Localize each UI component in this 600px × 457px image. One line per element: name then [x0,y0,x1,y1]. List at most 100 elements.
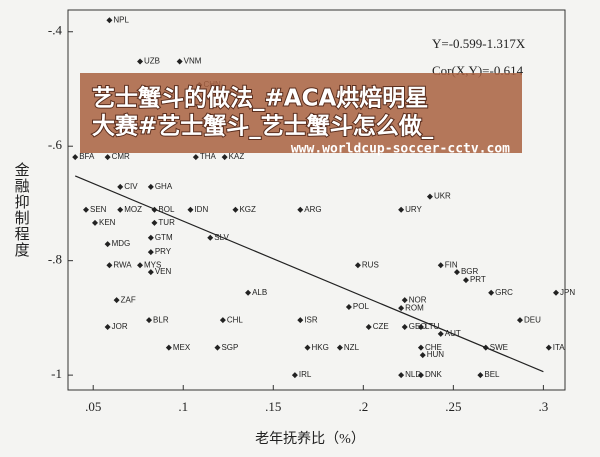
point [192,154,199,161]
point-label: FIN [445,260,458,269]
point-label: GRC [495,288,513,297]
point-label: PRY [155,247,172,256]
point-label: NLD [405,370,421,379]
point [437,262,444,269]
point-label: MDG [112,239,131,248]
point [477,372,484,379]
point-label: MOZ [124,205,142,214]
point [552,289,559,296]
point-label: HKG [311,343,328,352]
y-tick-label: -1 [51,366,62,381]
point [345,304,352,311]
point-label: KGZ [239,205,256,214]
point-label: ITA [553,343,566,352]
point [232,206,239,213]
point-label: CHL [227,315,244,324]
point [221,154,228,161]
point-label: JPN [560,288,575,297]
point-label: NPL [113,15,129,24]
banner-line: 艺士蟹斗的做法_#ACA烘焙明星 [92,85,428,112]
point [291,372,298,379]
point-label: CZE [373,322,389,331]
y-tick-label: -.4 [48,23,63,38]
point [453,269,460,276]
point [398,206,405,213]
point [398,305,405,312]
point [146,317,153,324]
point-label: BLR [153,315,169,324]
point-label: POL [353,302,370,311]
point-label: IDN [194,205,208,214]
point [401,324,408,331]
point-label: SWE [490,343,508,352]
point [437,330,444,337]
point [354,262,361,269]
point-label: BOL [158,205,175,214]
point-label: TUR [158,218,175,227]
y-tick-label: -.6 [48,137,63,152]
point-label: CIV [124,182,138,191]
point-label: MEX [173,343,191,352]
point-label: CMR [112,152,130,161]
point [117,183,124,190]
point-label: ROM [405,303,424,312]
point-label: HUN [427,350,445,359]
point-label: IRL [299,370,312,379]
point-label: SGP [221,343,238,352]
banner-url: www.worldcup-soccer-cctv.com [291,142,510,157]
point-label: UZB [144,57,160,66]
point [214,344,221,351]
point-label: NZL [344,343,360,352]
point-label: RUS [362,260,379,269]
point [219,317,226,324]
point-label: ALB [252,288,267,297]
point [165,344,172,351]
banner-line: 大赛#艺士蟹斗_艺士蟹斗怎么做_ [92,113,434,140]
point [106,262,113,269]
point [304,344,311,351]
fit-line [74,175,544,373]
point-label: UKR [434,192,451,201]
point [297,206,304,213]
x-tick-label: .25 [445,399,461,414]
x-tick-label: .3 [539,399,549,414]
point [104,324,111,331]
point [147,234,154,241]
point-label: GTM [155,233,173,242]
point [516,317,523,324]
point-label: PRT [470,275,486,284]
point [417,324,424,331]
point [92,219,99,226]
point [207,234,214,241]
point [151,219,158,226]
x-tick-label: .05 [85,399,101,414]
point [365,324,372,331]
point-label: GEO [409,322,427,331]
point [401,297,408,304]
point [113,297,120,304]
point-label: NOR [409,295,427,304]
point [137,262,144,269]
point [419,352,426,359]
point [417,372,424,379]
point [104,241,111,248]
point-label: DEU [524,315,541,324]
y-tick-label: -.8 [48,252,62,267]
point [147,249,154,256]
x-axis-label: 老年抚养比（%） [255,431,365,447]
point [72,154,79,161]
point [336,344,343,351]
point-label: URY [405,205,422,214]
point-label: JOR [112,322,128,331]
x-tick-label: .15 [265,399,281,414]
point [426,193,433,200]
point [147,269,154,276]
point-label: VNM [184,57,202,66]
banner [80,73,522,153]
point [187,206,194,213]
equation: Y=-0.599-1.317X [432,36,526,51]
point [106,17,113,24]
point [398,372,405,379]
point-label: MYS [144,260,161,269]
